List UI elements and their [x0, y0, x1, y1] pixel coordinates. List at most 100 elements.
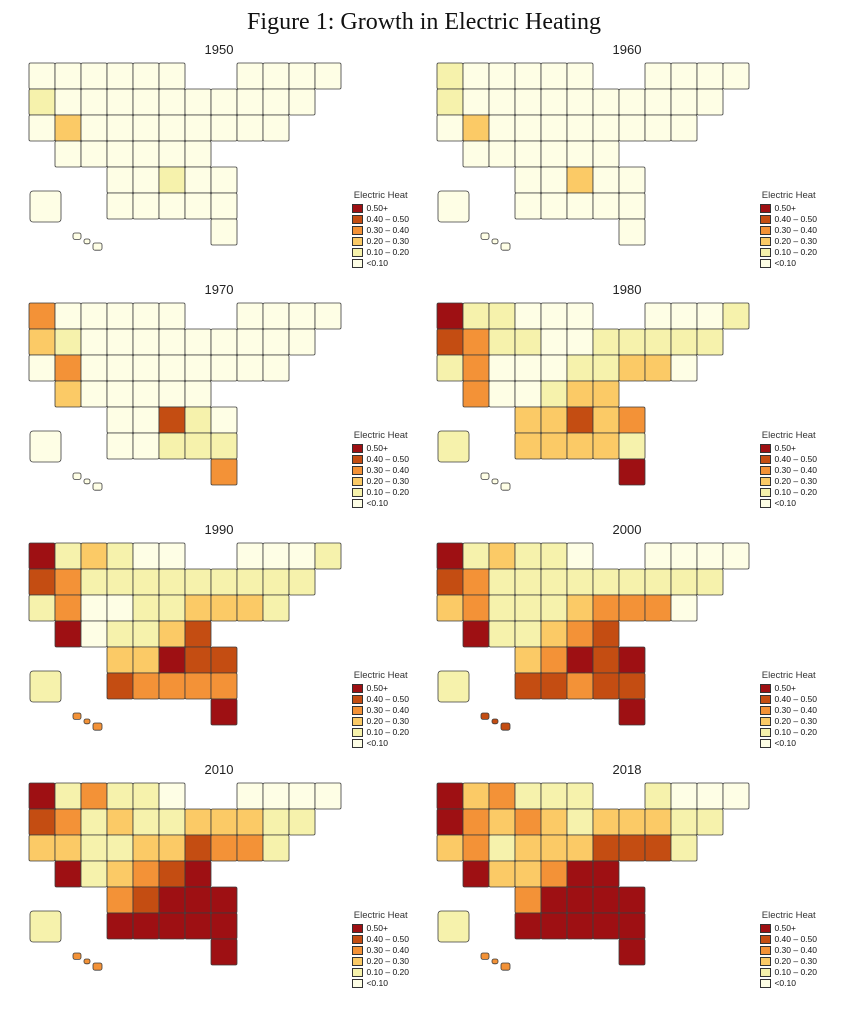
state-GA — [210, 192, 238, 220]
state-PA — [210, 328, 238, 356]
state-VT — [670, 542, 698, 570]
state-ID — [54, 328, 82, 356]
state-DE — [644, 834, 672, 862]
legend-entry: 0.50+ — [760, 683, 817, 693]
legend-swatch — [352, 945, 364, 955]
state-ID — [462, 568, 490, 596]
state-KY — [158, 620, 186, 648]
state-ME — [314, 782, 342, 810]
state-AL — [184, 912, 212, 940]
state-WV — [184, 594, 212, 622]
state-IA — [132, 88, 160, 116]
legend-swatch — [760, 487, 772, 497]
state-HI — [83, 718, 91, 725]
state-RI — [288, 328, 316, 356]
state-KY — [158, 140, 186, 168]
state-CT — [670, 594, 698, 622]
state-OH — [184, 328, 212, 356]
state-CT — [670, 354, 698, 382]
state-TX — [106, 912, 134, 940]
legend-entry: 0.30 – 0.40 — [760, 225, 817, 235]
state-MN — [106, 302, 134, 330]
legend-swatch — [760, 945, 772, 955]
legend-entry: 0.40 – 0.50 — [760, 934, 817, 944]
state-GA — [210, 672, 238, 700]
state-WY — [488, 328, 516, 356]
state-NJ — [236, 88, 264, 116]
state-WI — [132, 542, 160, 570]
state-VT — [262, 542, 290, 570]
legend-entry: 0.10 – 0.20 — [352, 247, 409, 257]
state-MD — [618, 354, 646, 382]
us-tile-map-2010 — [28, 782, 342, 971]
legend-swatch — [352, 978, 364, 988]
state-MS — [566, 672, 594, 700]
state-CO — [514, 834, 542, 862]
legend-title: Electric Heat — [761, 430, 816, 441]
state-MA — [262, 808, 290, 836]
state-CT — [262, 834, 290, 862]
state-MT — [462, 782, 490, 810]
legend-entry: 0.40 – 0.50 — [352, 934, 409, 944]
state-UT — [488, 834, 516, 862]
legend-swatch — [760, 738, 772, 748]
legend-label: 0.50+ — [366, 683, 388, 693]
state-AR — [540, 646, 568, 674]
state-OK — [106, 886, 134, 914]
state-OR — [436, 568, 464, 596]
state-RI — [696, 88, 724, 116]
state-VA — [184, 620, 212, 648]
state-OH — [184, 568, 212, 596]
state-SC — [618, 406, 646, 434]
state-AR — [132, 166, 160, 194]
state-OK — [106, 646, 134, 674]
state-DE — [644, 114, 672, 142]
legend-swatch — [352, 934, 364, 944]
legend-label: 0.20 – 0.30 — [774, 956, 817, 966]
state-NV — [462, 594, 490, 622]
panel-year-label: 1950 — [204, 42, 234, 57]
state-NC — [184, 646, 212, 674]
state-WV — [184, 354, 212, 382]
legend-title: Electric Heat — [761, 670, 816, 681]
legend-swatch — [352, 683, 364, 693]
state-OK — [106, 166, 134, 194]
state-AK — [437, 430, 470, 463]
state-MD — [618, 834, 646, 862]
state-MA — [262, 88, 290, 116]
legend: Electric Heat 0.50+ 0.40 – 0.50 0.30 – 0.40… — [760, 670, 817, 748]
state-IL — [158, 808, 186, 836]
state-CA — [436, 594, 464, 622]
state-HI — [83, 238, 91, 245]
state-KS — [514, 860, 542, 888]
state-UT — [488, 114, 516, 142]
legend-label: 0.10 – 0.20 — [774, 487, 817, 497]
state-TX — [514, 912, 542, 940]
state-SC — [210, 406, 238, 434]
legend: Electric Heat 0.50+ 0.40 – 0.50 0.30 – 0.40… — [352, 910, 409, 988]
map-panel-1950: 1950 Electric Heat 0.50+ 0.40 – 0.50 0.30 – … — [21, 42, 417, 280]
state-MD — [210, 834, 238, 862]
state-MO — [132, 620, 160, 648]
us-tile-map-1960 — [436, 62, 750, 251]
state-NV — [462, 354, 490, 382]
state-TN — [566, 406, 594, 434]
state-KY — [566, 620, 594, 648]
state-MS — [158, 672, 186, 700]
state-OR — [28, 568, 56, 596]
state-NM — [488, 620, 516, 648]
legend-label: 0.20 – 0.30 — [366, 236, 409, 246]
legend-entry: 0.30 – 0.40 — [352, 945, 409, 955]
legend-swatch — [352, 214, 364, 224]
legend-entry: 0.40 – 0.50 — [760, 454, 817, 464]
state-DE — [236, 114, 264, 142]
state-VT — [262, 782, 290, 810]
state-UT — [80, 354, 108, 382]
legend-title: Electric Heat — [353, 430, 408, 441]
state-TN — [158, 646, 186, 674]
legend-label: 0.40 – 0.50 — [366, 454, 409, 464]
state-NY — [236, 302, 264, 330]
state-MO — [132, 380, 160, 408]
state-WY — [488, 808, 516, 836]
state-IA — [132, 808, 160, 836]
